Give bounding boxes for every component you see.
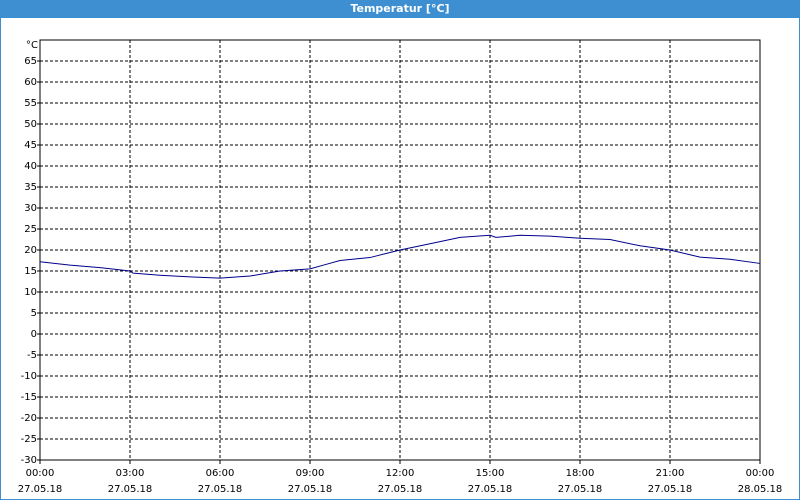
y-tick-label: 5 [31,308,37,319]
x-tick-date: 27.05.18 [648,484,693,495]
x-tick-date: 27.05.18 [108,484,153,495]
x-tick-label: 12:00 [386,468,415,479]
y-tick-label: 35 [24,182,37,193]
y-tick-label: -30 [21,455,37,466]
title-bar [0,0,800,18]
x-tick-date: 27.05.18 [18,484,63,495]
x-tick-date: 28.05.18 [738,484,783,495]
y-tick-label: -20 [21,413,37,424]
x-tick-label: 21:00 [656,468,685,479]
x-tick-label: 00:00 [26,468,55,479]
x-tick-label: 18:00 [566,468,595,479]
x-tick-label: 09:00 [296,468,325,479]
chart-title: Temperatur [°C] [350,2,449,15]
y-axis-label: °C [26,40,38,51]
x-tick-label: 00:00 [746,468,775,479]
y-tick-label: 65 [24,56,37,67]
y-tick-label: 15 [24,266,37,277]
y-tick-label: -25 [21,434,37,445]
x-tick-label: 06:00 [206,468,235,479]
y-tick-label: -15 [21,392,37,403]
x-tick-label: 15:00 [476,468,505,479]
x-tick-label: 03:00 [116,468,145,479]
y-tick-label: 45 [24,140,37,151]
y-tick-label: 55 [24,98,37,109]
x-tick-date: 27.05.18 [198,484,243,495]
plot-frame [39,39,761,461]
y-tick-label: 20 [24,245,37,256]
y-tick-label: 10 [24,287,37,298]
y-tick-label: 60 [24,77,37,88]
y-tick-label: -10 [21,371,37,382]
x-tick-date: 27.05.18 [378,484,423,495]
y-tick-label: 50 [24,119,37,130]
data-line [39,234,761,279]
y-tick-label: 40 [24,161,37,172]
y-tick-label: 0 [31,329,37,340]
y-tick-label: 25 [24,224,37,235]
y-tick-label: -5 [27,350,37,361]
x-tick-date: 27.05.18 [558,484,603,495]
x-tick-date: 27.05.18 [468,484,513,495]
y-tick-label: 30 [24,203,37,214]
x-tick-date: 27.05.18 [288,484,333,495]
